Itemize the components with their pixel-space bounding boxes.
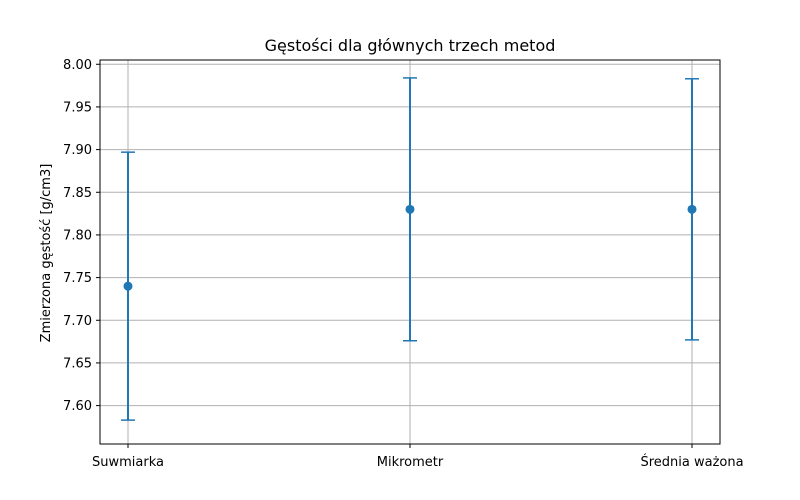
y-tick-label: 7.95 (63, 100, 92, 115)
data-point (687, 204, 697, 214)
y-axis-label: Zmierzona gęstość [g/cm3] (39, 164, 54, 343)
y-tick-label: 7.70 (63, 314, 92, 329)
y-tick-label: 7.75 (63, 271, 92, 286)
y-tick-label: 7.90 (63, 143, 92, 158)
data-point (123, 281, 133, 291)
plot-area-frame (99, 59, 721, 445)
y-tick-label: 7.80 (63, 228, 92, 243)
chart-title: Gęstości dla głównych trzech metod (265, 36, 556, 55)
data-point (405, 204, 415, 214)
y-tick-label: 7.85 (63, 186, 92, 201)
y-tick-label: 7.60 (63, 399, 92, 414)
y-tick-label: 8.00 (63, 58, 92, 73)
x-tick-label: Średnia ważona (640, 454, 743, 470)
y-tick-label: 7.65 (63, 356, 92, 371)
x-tick-label: Suwmiarka (92, 455, 164, 470)
x-tick-label: Mikrometr (377, 455, 444, 470)
data-marks (121, 77, 699, 421)
axis-ticks: 7.60 7.65 7.70 7.75 7.80 7.85 7.90 7.95 8.00 Suwm… (63, 58, 744, 470)
